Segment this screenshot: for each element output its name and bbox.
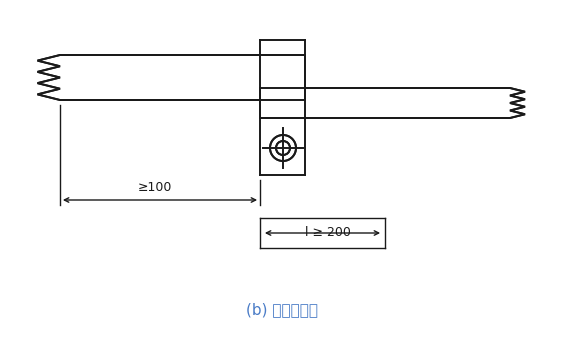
Bar <box>261 89 305 117</box>
Bar <box>261 56 305 99</box>
Circle shape <box>270 135 296 161</box>
Text: l ≥ 200: l ≥ 200 <box>305 225 350 239</box>
Text: ≥100: ≥100 <box>138 181 172 194</box>
Text: (b) 脚手板搭接: (b) 脚手板搭接 <box>246 302 318 317</box>
